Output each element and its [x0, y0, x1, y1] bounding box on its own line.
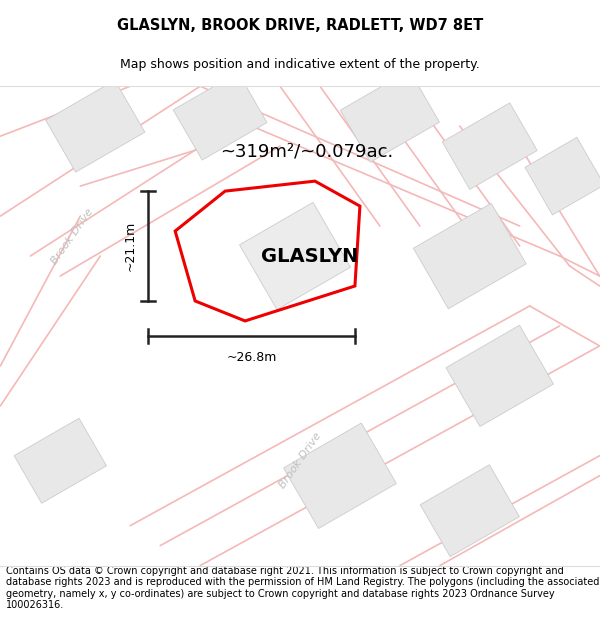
Polygon shape — [413, 203, 526, 309]
Polygon shape — [14, 418, 106, 503]
Text: Brook Drive: Brook Drive — [277, 431, 323, 491]
Text: ~26.8m: ~26.8m — [226, 351, 277, 364]
Text: Map shows position and indicative extent of the property.: Map shows position and indicative extent… — [120, 58, 480, 71]
Text: GLASLYN: GLASLYN — [261, 246, 359, 266]
Polygon shape — [239, 202, 350, 309]
Polygon shape — [340, 70, 439, 162]
Text: GLASLYN, BROOK DRIVE, RADLETT, WD7 8ET: GLASLYN, BROOK DRIVE, RADLETT, WD7 8ET — [117, 18, 483, 33]
Text: Brook Drive: Brook Drive — [49, 206, 95, 266]
Text: ~319m²/~0.079ac.: ~319m²/~0.079ac. — [220, 142, 394, 160]
Polygon shape — [173, 72, 267, 160]
Polygon shape — [46, 80, 145, 172]
Text: Contains OS data © Crown copyright and database right 2021. This information is : Contains OS data © Crown copyright and d… — [6, 566, 599, 611]
Text: ~21.1m: ~21.1m — [124, 221, 137, 271]
Polygon shape — [446, 325, 553, 426]
Polygon shape — [442, 103, 537, 189]
Polygon shape — [284, 423, 397, 529]
Polygon shape — [420, 465, 520, 557]
Polygon shape — [525, 138, 600, 215]
